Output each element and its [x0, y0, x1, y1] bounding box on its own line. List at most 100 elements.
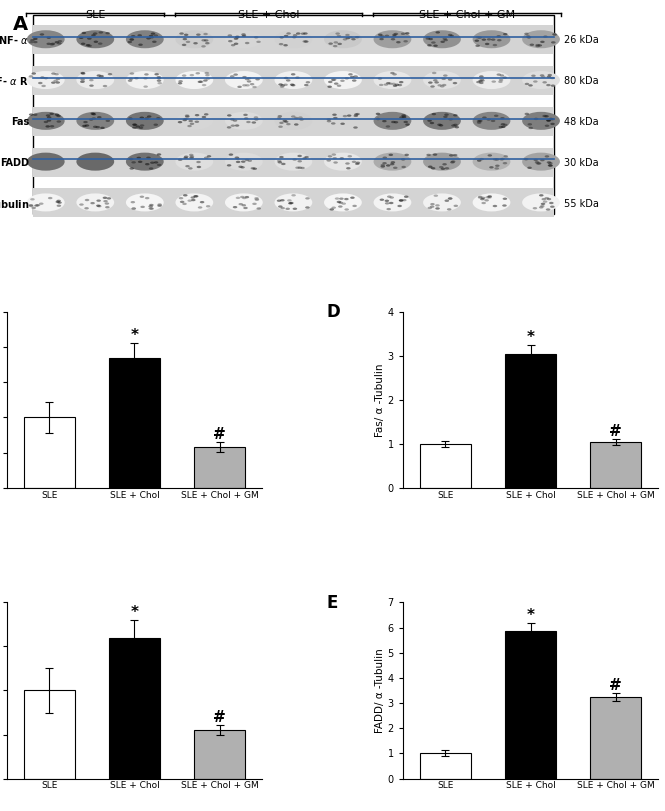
Ellipse shape: [399, 200, 404, 202]
Ellipse shape: [487, 196, 491, 199]
Ellipse shape: [546, 84, 551, 86]
Ellipse shape: [157, 77, 162, 79]
Ellipse shape: [55, 200, 60, 203]
Ellipse shape: [27, 112, 65, 130]
Ellipse shape: [352, 79, 356, 82]
Ellipse shape: [473, 112, 511, 130]
Ellipse shape: [190, 155, 194, 157]
Text: A: A: [13, 15, 29, 33]
Ellipse shape: [40, 33, 45, 36]
Ellipse shape: [144, 85, 148, 88]
Ellipse shape: [100, 127, 105, 129]
Ellipse shape: [355, 113, 360, 115]
Text: 55 kDa: 55 kDa: [564, 199, 598, 208]
Ellipse shape: [53, 79, 58, 82]
Ellipse shape: [374, 152, 412, 170]
Text: 30 kDa: 30 kDa: [564, 157, 598, 168]
Ellipse shape: [247, 77, 251, 79]
Ellipse shape: [227, 34, 232, 36]
Ellipse shape: [448, 197, 453, 200]
Ellipse shape: [431, 41, 436, 44]
Ellipse shape: [246, 121, 251, 123]
Ellipse shape: [91, 34, 96, 36]
Text: #: #: [213, 710, 226, 725]
Ellipse shape: [428, 119, 432, 122]
Ellipse shape: [140, 124, 144, 127]
Ellipse shape: [186, 41, 190, 43]
Ellipse shape: [392, 35, 396, 37]
Bar: [33, 15, 554, 214]
Ellipse shape: [55, 114, 59, 116]
Ellipse shape: [342, 38, 347, 41]
Ellipse shape: [227, 127, 231, 129]
Ellipse shape: [176, 152, 213, 170]
Ellipse shape: [399, 200, 404, 202]
Ellipse shape: [157, 164, 162, 166]
Ellipse shape: [453, 124, 458, 126]
Ellipse shape: [442, 163, 447, 165]
Ellipse shape: [235, 36, 239, 38]
Ellipse shape: [188, 120, 193, 122]
Ellipse shape: [387, 195, 392, 198]
Ellipse shape: [547, 74, 552, 76]
Ellipse shape: [139, 127, 143, 129]
Ellipse shape: [182, 44, 186, 46]
Ellipse shape: [97, 116, 102, 118]
Ellipse shape: [84, 199, 89, 201]
Ellipse shape: [548, 162, 553, 165]
Ellipse shape: [176, 193, 213, 212]
Ellipse shape: [495, 158, 499, 161]
Ellipse shape: [230, 75, 235, 78]
Ellipse shape: [180, 200, 184, 203]
Ellipse shape: [503, 124, 507, 126]
Ellipse shape: [47, 43, 51, 45]
Ellipse shape: [150, 208, 154, 210]
Ellipse shape: [497, 35, 501, 37]
Ellipse shape: [540, 205, 545, 208]
Ellipse shape: [382, 120, 386, 122]
Ellipse shape: [543, 115, 547, 118]
Ellipse shape: [336, 35, 341, 37]
Ellipse shape: [128, 79, 132, 82]
Ellipse shape: [83, 121, 88, 123]
Ellipse shape: [96, 200, 101, 202]
Ellipse shape: [176, 112, 213, 130]
Ellipse shape: [535, 44, 540, 46]
Ellipse shape: [475, 36, 480, 38]
Ellipse shape: [328, 81, 332, 83]
Ellipse shape: [374, 193, 412, 212]
Ellipse shape: [401, 158, 406, 161]
Ellipse shape: [287, 32, 291, 35]
Ellipse shape: [402, 116, 406, 118]
Ellipse shape: [304, 84, 309, 86]
Ellipse shape: [533, 207, 537, 209]
Ellipse shape: [126, 30, 164, 49]
Ellipse shape: [551, 84, 555, 87]
Ellipse shape: [495, 165, 499, 167]
Ellipse shape: [245, 78, 249, 80]
Ellipse shape: [394, 84, 399, 86]
Ellipse shape: [129, 78, 133, 80]
Ellipse shape: [132, 123, 137, 126]
Ellipse shape: [280, 85, 285, 88]
Ellipse shape: [336, 84, 341, 87]
Ellipse shape: [280, 199, 285, 201]
Ellipse shape: [386, 82, 390, 84]
Ellipse shape: [204, 39, 209, 41]
Ellipse shape: [144, 118, 149, 120]
Ellipse shape: [549, 165, 553, 167]
Ellipse shape: [379, 38, 384, 41]
Ellipse shape: [158, 82, 162, 84]
Ellipse shape: [445, 167, 450, 169]
Ellipse shape: [190, 74, 194, 76]
Bar: [33, 188, 554, 217]
Ellipse shape: [257, 208, 261, 210]
Ellipse shape: [241, 204, 246, 207]
Ellipse shape: [158, 204, 162, 206]
Ellipse shape: [393, 166, 398, 169]
Ellipse shape: [29, 75, 33, 78]
Ellipse shape: [56, 78, 61, 80]
Ellipse shape: [227, 164, 231, 166]
Ellipse shape: [291, 115, 295, 118]
Ellipse shape: [449, 154, 454, 157]
